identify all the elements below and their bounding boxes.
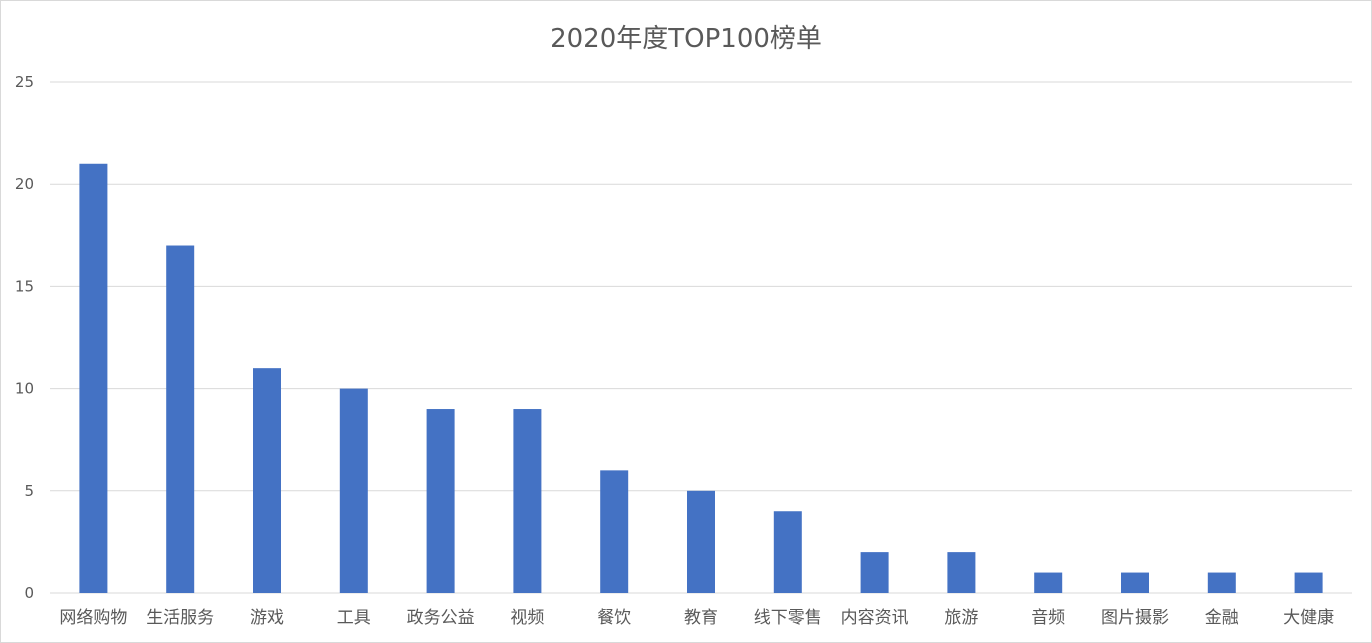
x-tick-label: 视频 [510, 608, 544, 628]
x-tick-label: 工具 [337, 608, 371, 628]
bar [166, 245, 195, 593]
y-tick-label: 25 [15, 73, 34, 91]
bar [860, 552, 889, 593]
bar [1207, 572, 1236, 593]
x-tick-label: 政务公益 [407, 608, 475, 628]
x-tick-label: 生活服务 [146, 608, 214, 628]
bar [1294, 572, 1323, 593]
bar [1121, 572, 1149, 593]
bar [600, 470, 629, 593]
x-axis-ticks: 网络购物 生活服务 游戏 工具 政务公益 视频 餐饮 教育 线下零售 内容资讯 旅游 音频 图片摄影 金融… [59, 608, 1334, 628]
x-tick-label: 网络购物 [59, 608, 127, 628]
x-tick-label: 线下零售 [754, 608, 822, 628]
x-tick-label: 内容资讯 [841, 608, 909, 628]
bar [1034, 572, 1063, 593]
bar [79, 163, 108, 593]
x-tick-label: 大健康 [1283, 608, 1334, 628]
x-tick-label: 旅游 [944, 608, 978, 628]
y-tick-label: 0 [24, 584, 34, 602]
y-tick-label: 15 [15, 277, 34, 295]
bar [339, 388, 368, 593]
y-tick-label: 5 [24, 482, 34, 500]
x-tick-label: 音频 [1031, 608, 1065, 628]
bar [687, 490, 715, 593]
x-tick-label: 教育 [684, 608, 718, 628]
y-axis-ticks: 0 5 10 15 20 25 [15, 73, 34, 602]
bar [513, 409, 542, 593]
y-tick-label: 20 [15, 175, 34, 193]
bar [773, 511, 802, 593]
x-tick-label: 金融 [1205, 608, 1239, 628]
x-tick-label: 餐饮 [597, 608, 631, 628]
chart-title: 2020年度TOP100榜单 [550, 24, 822, 54]
bar [947, 552, 976, 593]
x-tick-label: 游戏 [250, 608, 284, 628]
x-tick-label: 图片摄影 [1101, 608, 1169, 628]
bar [253, 368, 281, 593]
bar [426, 409, 455, 593]
bars [79, 163, 1323, 593]
y-tick-label: 10 [15, 380, 34, 398]
